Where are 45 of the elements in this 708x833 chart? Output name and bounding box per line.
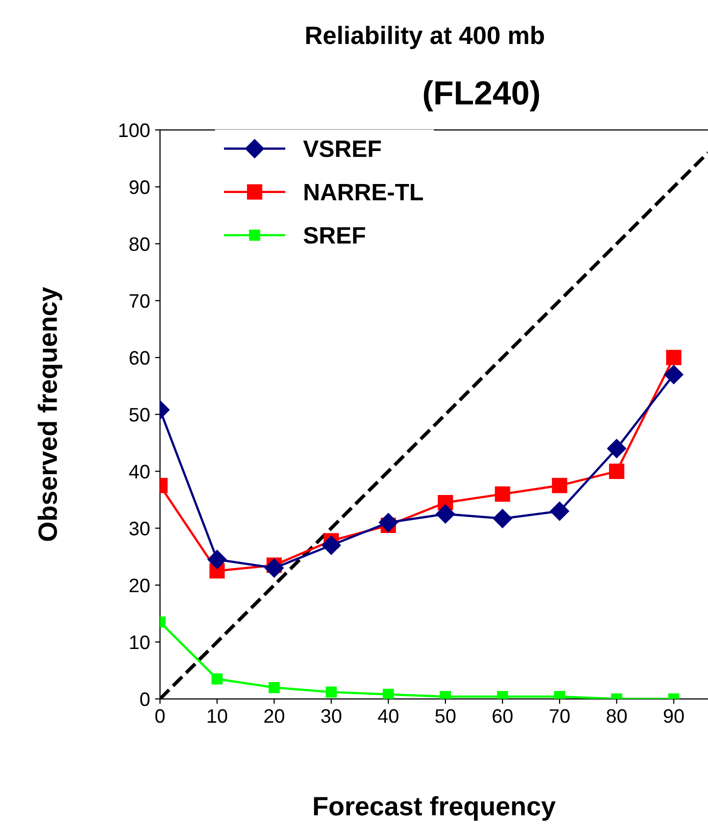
chart-subtitle: (FL240): [424, 80, 540, 112]
point: [326, 686, 337, 698]
x-axis-title: Forecast frequency: [314, 796, 556, 821]
y-tick-label: 60: [130, 350, 150, 365]
point: [664, 365, 684, 384]
point: [268, 682, 280, 694]
point: [666, 350, 682, 366]
x-tick-label: 30: [321, 709, 342, 723]
point: [492, 509, 512, 528]
y-tick-label: 20: [130, 578, 150, 592]
y-tick-label: 90: [130, 180, 150, 194]
point: [264, 558, 284, 578]
x-tick-label: 90: [664, 709, 684, 723]
point: [552, 478, 568, 494]
point: [382, 688, 394, 699]
point: [550, 502, 570, 521]
y-tick-label: 30: [129, 522, 150, 536]
legend-label: VSREF: [303, 140, 381, 158]
x-tick-label: 0: [155, 709, 165, 723]
x-tick-label: 20: [264, 709, 284, 723]
point: [208, 550, 227, 570]
y-tick-label: 70: [130, 294, 150, 308]
y-tick-label: 50: [129, 408, 150, 422]
point: [609, 464, 624, 479]
y-tick-label: 80: [130, 237, 150, 251]
x-tick-label: 50: [435, 709, 456, 723]
y-tick-label: 100: [119, 123, 150, 138]
y-tick-label: 10: [130, 635, 150, 650]
x-tick-label: 10: [208, 709, 228, 723]
x-tick-label: 60: [492, 709, 513, 723]
x-tick-label: 70: [550, 709, 570, 723]
point: [607, 439, 626, 458]
y-axis-title: Observed frequency: [38, 286, 62, 541]
chart-title: Reliability at 400 mb: [306, 26, 544, 50]
point: [436, 504, 455, 524]
x-tick-label: 80: [606, 709, 627, 723]
legend-label: SREF: [304, 226, 366, 244]
legend-label: NARRE-TL: [304, 184, 423, 200]
point: [322, 536, 341, 555]
y-tick-label: 40: [129, 464, 150, 479]
point: [378, 512, 398, 532]
x-tick-label: 40: [378, 709, 398, 723]
point: [494, 486, 510, 502]
y-tick-label: 0: [140, 692, 150, 706]
point: [212, 673, 223, 685]
